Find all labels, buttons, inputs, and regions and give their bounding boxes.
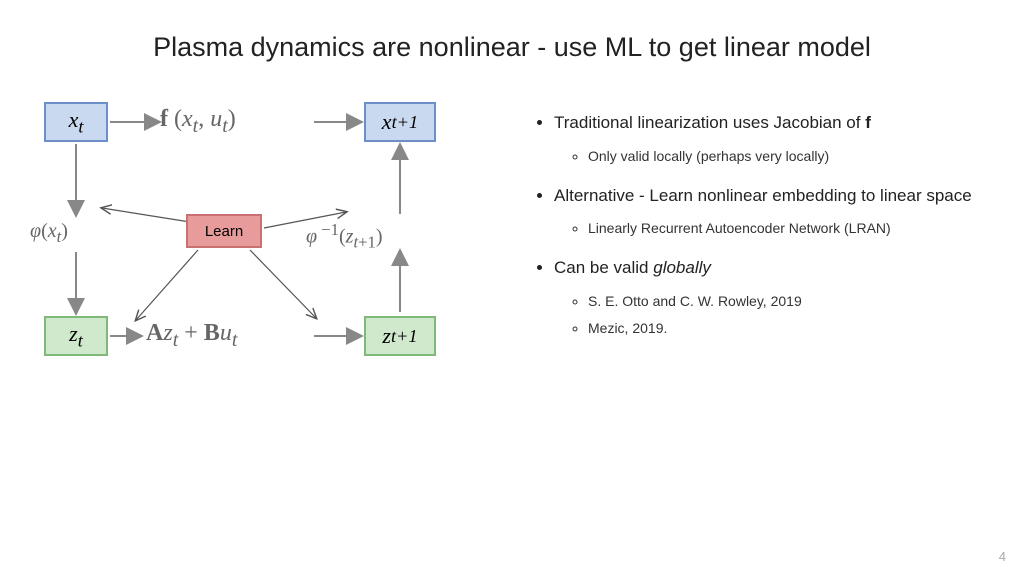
label-phi: φ(xt) xyxy=(30,220,68,247)
node-zt: zt xyxy=(44,316,108,356)
bullet-list: Traditional linearization uses Jacobian … xyxy=(530,110,990,355)
label-f: f (xt, ut) xyxy=(160,106,236,138)
page-number: 4 xyxy=(999,549,1006,564)
label-az: Azt + But xyxy=(146,320,237,352)
sub-bullet-item: Only valid locally (perhaps very locally… xyxy=(588,146,990,167)
bullet-item: Alternative - Learn nonlinear embedding … xyxy=(554,183,990,240)
bullet-item: Can be valid globallyS. E. Otto and C. W… xyxy=(554,255,990,339)
sub-bullet-item: Mezic, 2019. xyxy=(588,318,990,339)
label-phiinv: φ −1(zt+1) xyxy=(306,220,382,253)
sub-bullet-item: S. E. Otto and C. W. Rowley, 2019 xyxy=(588,291,990,312)
bullet-item: Traditional linearization uses Jacobian … xyxy=(554,110,990,167)
page-title: Plasma dynamics are nonlinear - use ML t… xyxy=(0,32,1024,63)
sub-bullet-item: Linearly Recurrent Autoencoder Network (… xyxy=(588,218,990,239)
node-xt1: xt+1 xyxy=(364,102,436,142)
node-xt: xt xyxy=(44,102,108,142)
node-learn: Learn xyxy=(186,214,262,248)
node-zt1: zt+1 xyxy=(364,316,436,356)
diagram-container: xt xt+1 zt zt+1 Learn f (xt, ut) φ(xt) φ… xyxy=(30,96,470,376)
